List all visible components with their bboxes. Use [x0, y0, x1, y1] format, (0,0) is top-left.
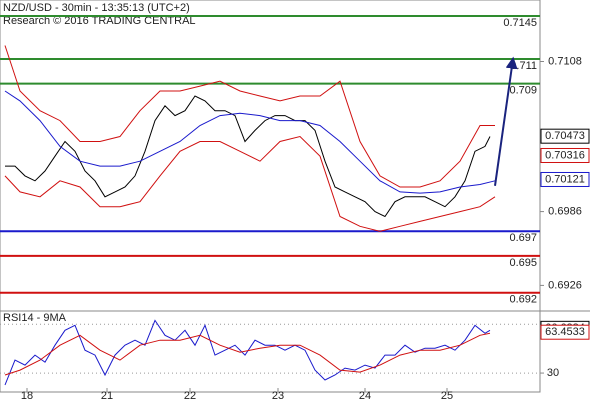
level-label: 0.709 [509, 85, 537, 97]
chart-subtitle: Research © 2016 TRADING CENTRAL [3, 15, 196, 27]
rsi-title: RSI14 - 9MA [3, 312, 67, 324]
level-label: 0.695 [509, 257, 537, 269]
price-marker-box [540, 128, 590, 144]
projection-arrow [494, 56, 518, 186]
series-line [4, 319, 491, 386]
price-marker-label: 63.4533 [545, 326, 585, 338]
y-tick-label: 0.7108 [548, 55, 582, 67]
x-tick-label: 18 [21, 390, 33, 400]
y-tick-label: 0.6986 [548, 205, 582, 217]
x-tick-label: 23 [272, 390, 284, 400]
series-line [4, 332, 491, 376]
y-tick-label: 30 [547, 367, 559, 379]
price-marker-box [540, 171, 590, 187]
y-tick-label: 0.6926 [548, 279, 582, 291]
price-marker-label: 0.70121 [545, 173, 585, 185]
x-tick-label: 25 [441, 390, 453, 400]
series-line [4, 135, 496, 232]
price-marker-box [540, 324, 590, 340]
level-label: 0.711 [510, 60, 537, 72]
level-label: 0.697 [509, 232, 537, 244]
series-line [5, 95, 491, 218]
x-tick-label: 21 [101, 390, 113, 400]
level-label: 0.692 [509, 294, 537, 306]
plot-frame [0, 0, 541, 393]
series-line [4, 45, 495, 188]
level-label: 0.7145 [503, 17, 537, 29]
chart-title: NZD/USD - 30min - 13:35:13 (UTC+2) [3, 2, 190, 14]
price-marker-box [540, 147, 590, 163]
x-tick-label: 24 [359, 390, 371, 400]
x-tick-label: 22 [184, 390, 196, 400]
price-marker-label: 0.70316 [545, 149, 585, 161]
price-marker-label: 0.70473 [545, 130, 585, 142]
series-line [4, 90, 496, 194]
